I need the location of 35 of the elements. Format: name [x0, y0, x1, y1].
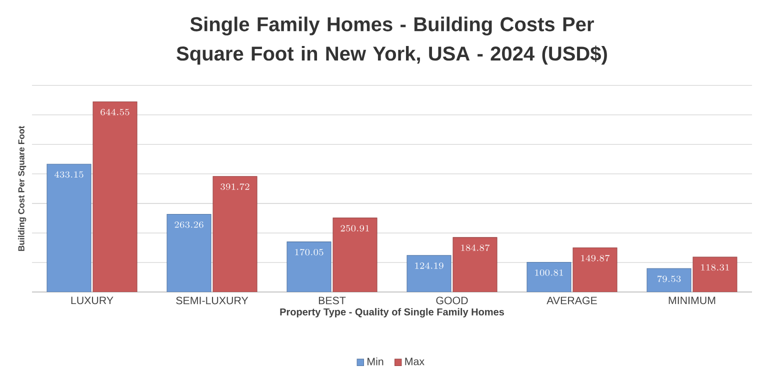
bar	[332, 218, 378, 292]
data-label: 79 . 53	[657, 276, 681, 282]
data-label: 184. 87	[461, 244, 490, 252]
x-tick-label: SEMI-LUXURY	[176, 296, 248, 304]
x-tick-label: MINIMUM	[668, 296, 716, 304]
bar	[406, 255, 452, 292]
bar	[212, 176, 258, 292]
bar	[646, 268, 692, 292]
bar	[452, 237, 498, 292]
legend-label: Min	[368, 358, 384, 366]
bar	[526, 262, 572, 292]
data-label: 149 . 87	[581, 254, 610, 262]
data-label: 170 . 05	[295, 248, 324, 256]
y-axis-title: Building Cost Per Square Foot	[18, 126, 26, 251]
bar	[572, 247, 618, 292]
bar	[286, 242, 332, 292]
chart-title: Single Family Homes - Building Costs Per Square Foot in New York, USA - 2024 (USD$)	[176, 16, 607, 65]
data-label: 391 . 72	[220, 183, 250, 190]
x-tick-label: BEST	[318, 296, 346, 304]
bar	[692, 256, 738, 292]
data-label: 250 . 91	[340, 225, 369, 232]
x-tick-label: GOOD	[436, 296, 468, 304]
data-label: 263 . 26	[174, 221, 204, 228]
bar	[92, 101, 138, 292]
data-label: 118 . 31	[701, 264, 729, 271]
legend-label: Max	[405, 358, 424, 366]
x-tick-label: AVERAGE	[546, 296, 597, 304]
data-label: 644. 55	[100, 108, 130, 116]
bar	[46, 164, 92, 292]
bar	[166, 214, 212, 292]
data-label: 100 . 81	[535, 269, 563, 276]
x-tick-label: LUXURY	[71, 296, 114, 304]
data-label: 433 . 15	[54, 171, 84, 178]
data-label: 124. 19	[415, 262, 444, 269]
x-axis-title: Property Type - Quality of Single Family Homes	[280, 308, 504, 318]
